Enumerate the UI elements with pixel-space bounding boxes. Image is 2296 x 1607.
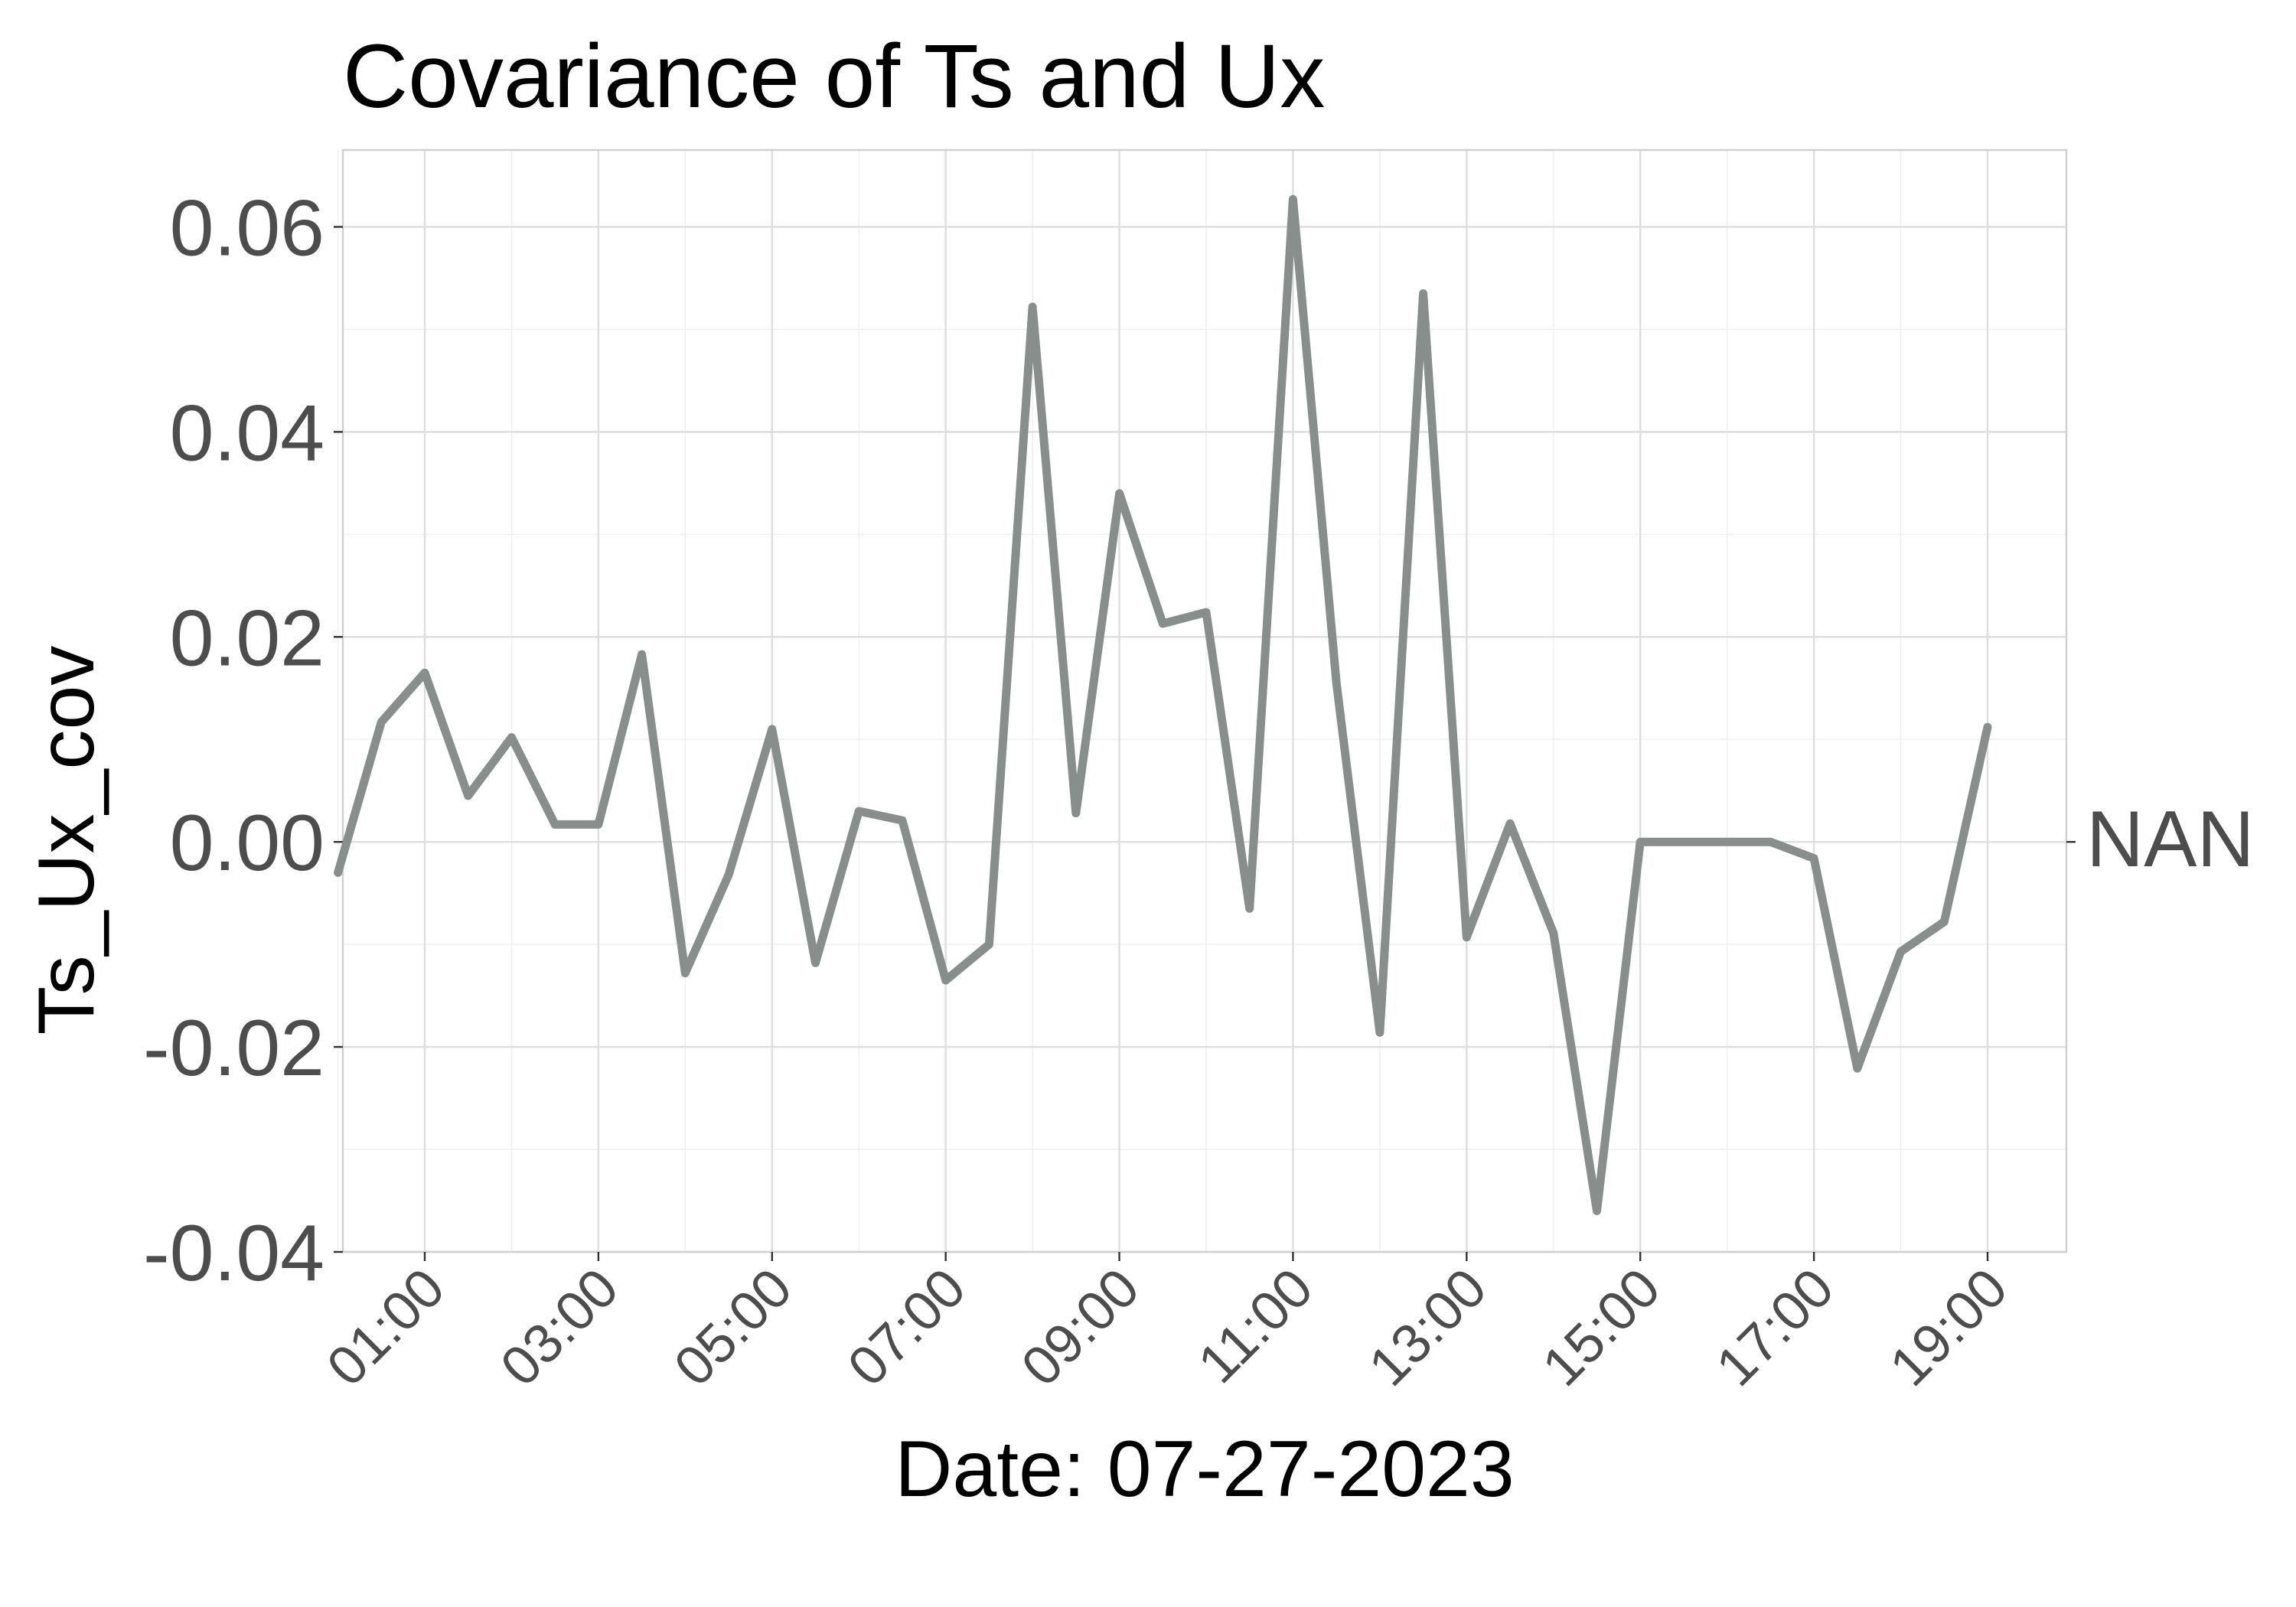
axis-ticks: -0.04 -0.02 0.00 0.02 0.04 0.06 01:00 03:00 05:0… (143, 184, 2076, 1398)
y-tick-label: 0.00 (170, 799, 325, 888)
y-tick-label: 0.06 (170, 184, 325, 272)
grid-layer (337, 150, 2066, 1253)
y-tick-label: -0.04 (143, 1209, 325, 1298)
y-tick-label: 0.02 (170, 594, 325, 683)
x-tick-label: 01:00 (315, 1257, 456, 1398)
x-tick-label: 19:00 (1878, 1257, 2019, 1398)
x-tick-label: 13:00 (1358, 1257, 1499, 1398)
x-tick-label: 15:00 (1531, 1257, 1672, 1398)
x-axis-title: Date: 07-27-2023 (895, 1425, 1514, 1514)
y-tick-label: -0.02 (143, 1004, 325, 1093)
y-axis-title: Ts_Ux_cov (22, 646, 111, 1035)
x-tick-label: 07:00 (837, 1257, 977, 1398)
series-line (334, 194, 1992, 1215)
x-tick-label: 11:00 (1187, 1257, 1325, 1395)
right-axis-label: NAN (2086, 795, 2255, 884)
chart-title: Covariance of Ts and Ux (343, 26, 1325, 127)
x-tick-label: 17:00 (1704, 1257, 1845, 1398)
series-layer (334, 194, 1992, 1215)
x-tick-label: 05:00 (663, 1257, 804, 1398)
x-tick-label: 09:00 (1010, 1257, 1151, 1398)
y-tick-label: 0.04 (170, 389, 325, 478)
plot-panel-border (341, 148, 2068, 1253)
x-tick-label: 03:00 (489, 1257, 630, 1398)
